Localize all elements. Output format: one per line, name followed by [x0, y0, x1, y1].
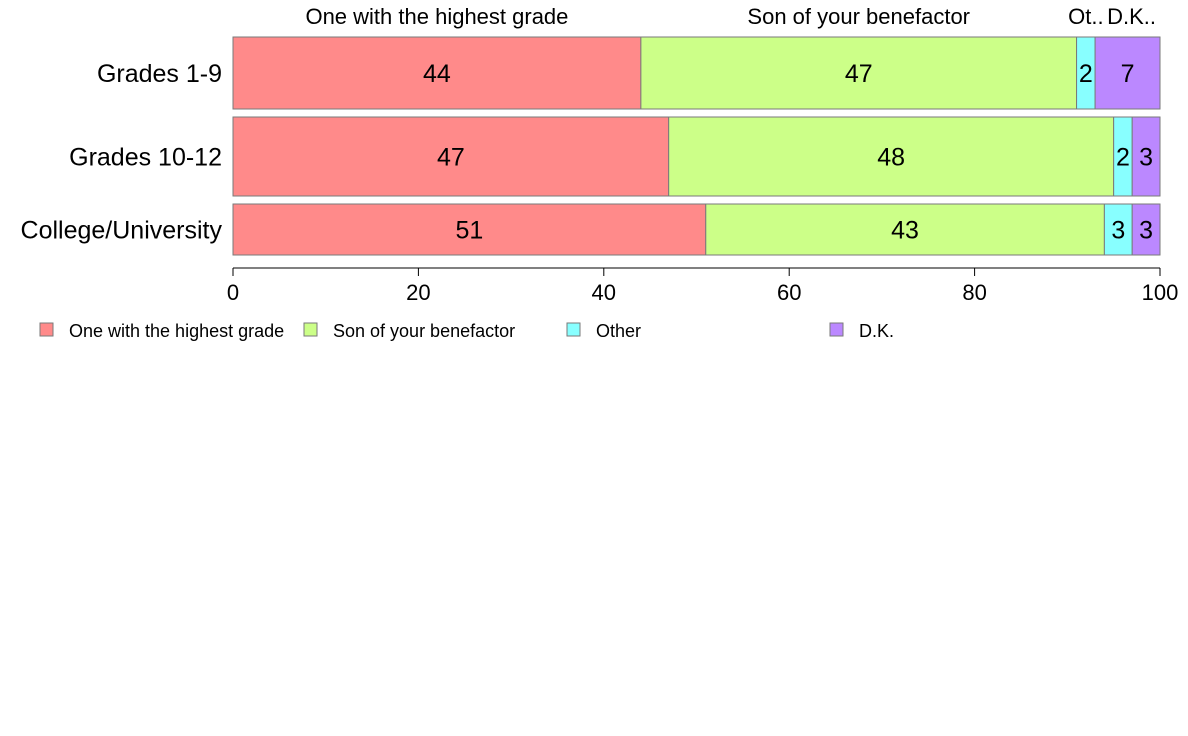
category-label: College/University [21, 217, 223, 245]
x-tick-label: 80 [962, 280, 986, 305]
bar-value-label: 2 [1079, 60, 1093, 88]
series-top-labels: One with the highest grade Son of your be… [305, 4, 1156, 29]
bar-segment [668, 116, 1115, 197]
legend-label: Son of your benefactor [333, 321, 515, 341]
bar-segment [640, 36, 1078, 110]
legend-label: Other [596, 321, 641, 341]
bar-segment [1103, 203, 1133, 256]
bar-value-label: 43 [891, 217, 919, 245]
bar-segment [232, 36, 642, 110]
series-top-label: Ot.. [1068, 4, 1103, 29]
category-labels: Grades 1-9 Grades 10-12 College/University [21, 60, 223, 245]
bar-value-label: 7 [1121, 60, 1135, 88]
x-tick-label: 60 [777, 280, 801, 305]
bar-value-label: 51 [455, 217, 483, 245]
bar-segment [1094, 36, 1161, 110]
legend-swatch [303, 322, 318, 337]
legend-label: One with the highest grade [69, 321, 284, 341]
bar-segment [1131, 116, 1161, 197]
legend-swatch [566, 322, 581, 337]
bars [232, 36, 1161, 256]
bar-value-label: 44 [423, 60, 451, 88]
series-top-label: D.K.. [1107, 4, 1156, 29]
bar-value-label: 47 [437, 144, 465, 172]
bar-segment [1131, 203, 1161, 256]
bar-segment [232, 203, 707, 256]
legend-swatch [39, 322, 54, 337]
x-axis: 0 20 40 60 80 100 [227, 267, 1179, 305]
series-top-label: One with the highest grade [305, 4, 568, 29]
bar-segment [232, 116, 670, 197]
bar-segment [705, 203, 1105, 256]
bar-value-label: 48 [877, 144, 905, 172]
legend-label: D.K. [859, 321, 894, 341]
legend: One with the highest grade Son of your be… [39, 321, 894, 341]
category-label: Grades 10-12 [69, 144, 222, 172]
x-tick-label: 20 [406, 280, 430, 305]
x-tick-label: 100 [1142, 280, 1179, 305]
bar-value-labels: 44 47 2 747 48 2 351 43 3 3 [423, 60, 1153, 245]
bar-value-label: 47 [845, 60, 873, 88]
category-label: Grades 1-9 [97, 60, 222, 88]
bar-value-label: 3 [1139, 217, 1153, 245]
x-tick-label: 0 [227, 280, 239, 305]
bar-value-label: 2 [1116, 144, 1130, 172]
series-top-label: Son of your benefactor [747, 4, 970, 29]
x-tick-label: 40 [592, 280, 616, 305]
bar-value-label: 3 [1139, 144, 1153, 172]
bar-value-label: 3 [1111, 217, 1125, 245]
legend-swatch [829, 322, 844, 337]
